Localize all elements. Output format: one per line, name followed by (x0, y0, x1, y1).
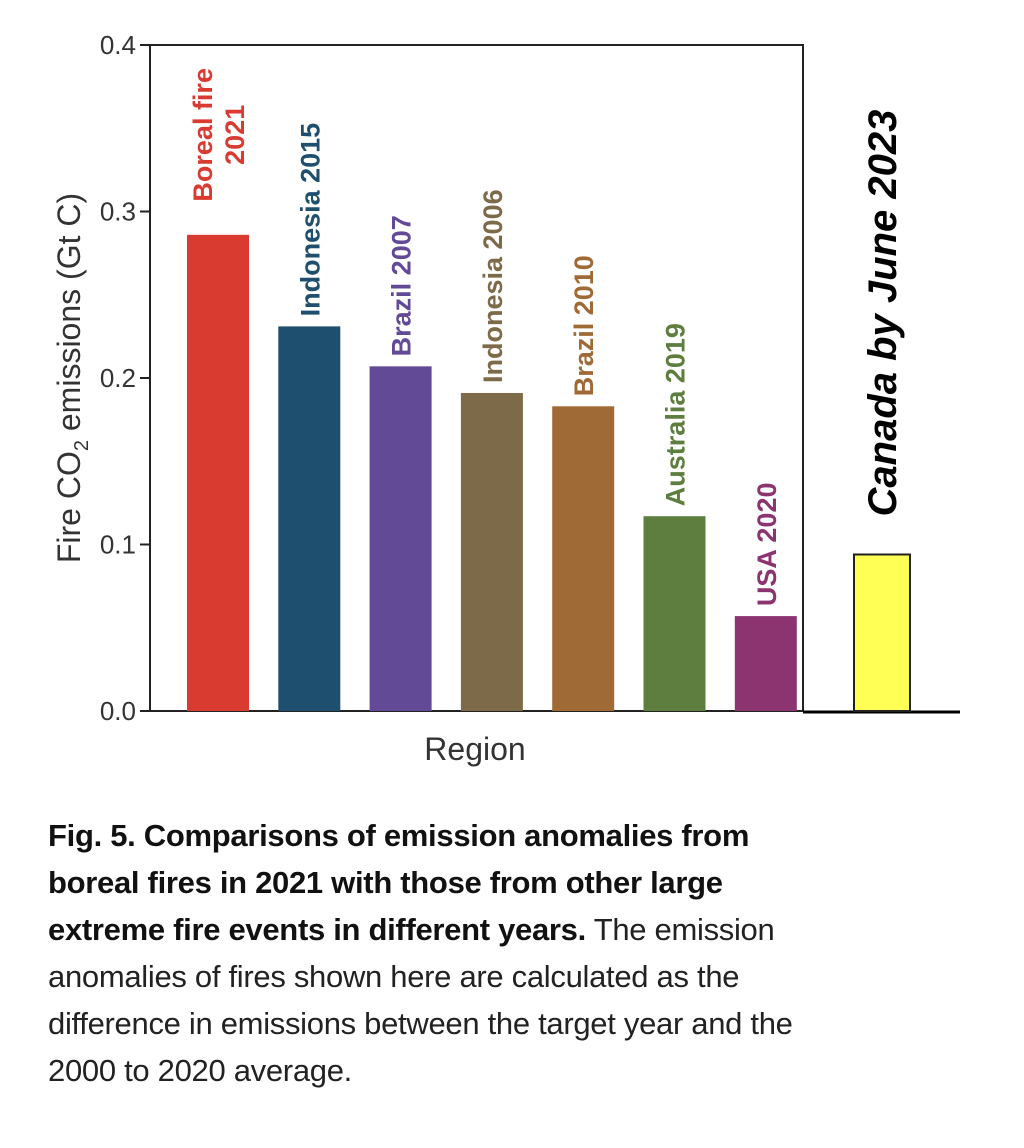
bar-label: Boreal fire (188, 68, 218, 202)
y-tick-label: 0.1 (100, 530, 136, 560)
y-axis-label: Fire CO2 emissions (Gt C) (51, 193, 93, 563)
y-tick-label: 0.0 (100, 696, 136, 726)
y-tick-label: 0.3 (100, 197, 136, 227)
figure-caption: Fig. 5. Comparisons of emission anomalie… (48, 812, 838, 1094)
x-axis-label: Region (424, 731, 525, 767)
bar (734, 616, 797, 711)
bar-chart: 0.0 0.1 0.2 0.3 0.4 Boreal fire 2021 Indonesia… (51, 30, 960, 767)
y-axis-label-prefix: Fire CO (51, 451, 87, 563)
bar-label: Brazil 2010 (569, 255, 599, 396)
bar (278, 326, 341, 711)
bar (369, 366, 432, 711)
y-axis-label-suffix: emissions (Gt C) (51, 193, 87, 440)
y-tick-label: 0.2 (100, 363, 136, 393)
bar (643, 516, 706, 711)
bar-label: Australia 2019 (661, 323, 691, 506)
bar-label: USA 2020 (752, 483, 782, 607)
bar-label: Indonesia 2006 (478, 189, 508, 383)
y-tick-label: 0.4 (100, 30, 136, 60)
chart-bar-labels: Boreal fire 2021 Indonesia 2015 Brazil 2007… (188, 68, 782, 606)
caption-text: The emission anomalies of fires shown he… (48, 912, 793, 1088)
chart-bars (187, 234, 797, 711)
chart-annotation: Canada by June 2023 (803, 110, 960, 714)
caption-bold: Fig. 5. Comparisons of emission anomalie… (48, 818, 750, 947)
annotation-bar (853, 553, 911, 712)
y-axis-label-subscript: 2 (71, 440, 93, 451)
bar (187, 234, 249, 711)
annotation-label: Canada by June 2023 (861, 110, 905, 517)
bar (460, 392, 523, 711)
bar-label: Brazil 2007 (387, 215, 417, 356)
bar-label: 2021 (220, 105, 250, 165)
bar-label: Indonesia 2015 (295, 123, 325, 317)
bar (552, 406, 615, 711)
